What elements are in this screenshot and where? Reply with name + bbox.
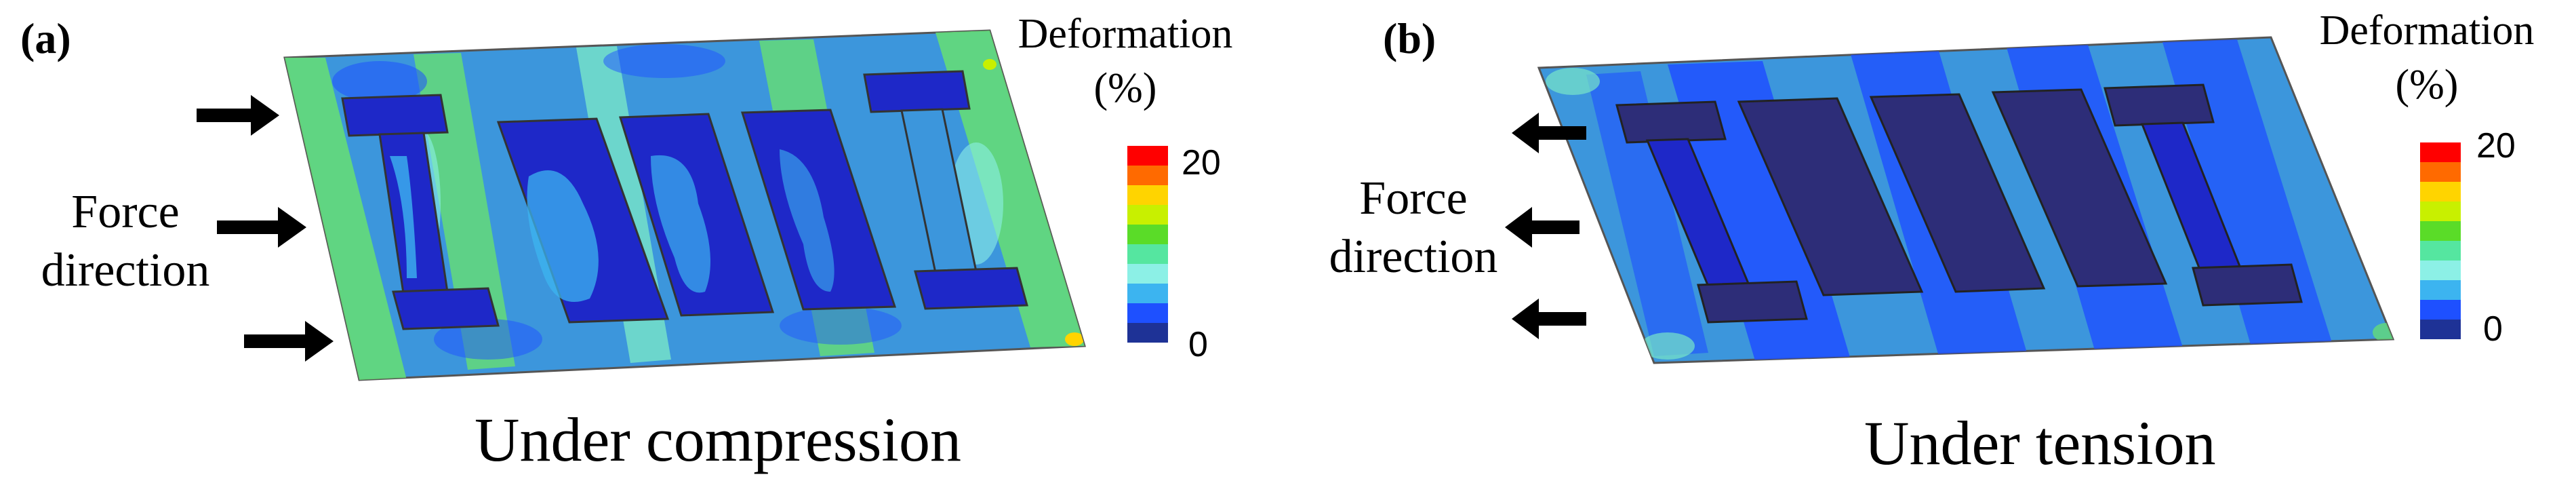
i-beam-right-bottom [914, 267, 1028, 310]
colorbar-b [2420, 142, 2461, 339]
force-arrow-3 [244, 321, 334, 362]
colorbar-segment [1127, 244, 1168, 264]
rectangle-3 [1991, 88, 2168, 288]
panel-b: (b) [1288, 0, 2576, 500]
legend-min-b: 0 [2483, 309, 2503, 349]
force-arrow-1 [1512, 113, 1586, 153]
legend-min-a: 0 [1188, 325, 1208, 364]
colorbar-segment [1127, 303, 1168, 323]
i-beam-left-bottom [1697, 280, 1808, 324]
legend-title-line1: Deformation [2319, 7, 2535, 54]
force-label-line2: direction [1329, 231, 1498, 283]
panel-a-tag: (a) [20, 14, 71, 62]
force-direction-label: Force direction [1315, 170, 1512, 286]
force-label-line1: Force [71, 186, 180, 238]
colorbar-segment [1127, 225, 1168, 244]
legend-max-b: 20 [2476, 126, 2516, 166]
rectangle-2 [1869, 93, 2046, 293]
force-label-line1: Force [1359, 172, 1468, 225]
colorbar-segment [2420, 182, 2461, 201]
colorbar-segment [1127, 146, 1168, 166]
legend-title-a: Deformation (%) [1003, 7, 1247, 115]
legend-max-a: 20 [1182, 143, 1221, 182]
colorbar-segment [2420, 300, 2461, 320]
colorbar-segment [1127, 264, 1168, 284]
colorbar-segment [1127, 205, 1168, 225]
force-arrow-1 [197, 95, 279, 136]
colorbar-segment [2420, 221, 2461, 241]
caption-a: Under compression [475, 405, 961, 474]
force-direction-label: Force direction [27, 183, 224, 300]
colorbar-segment [2420, 241, 2461, 261]
colorbar-segment [2420, 280, 2461, 300]
colorbar-segment [1127, 166, 1168, 185]
colorbar-a [1127, 146, 1168, 343]
i-beam-right-bottom [2192, 263, 2303, 307]
i-beam-left-bottom [392, 287, 500, 330]
colorbar-segment [2420, 261, 2461, 280]
colorbar-segment [2420, 320, 2461, 339]
tension-model [1505, 36, 2395, 364]
force-arrow-2 [217, 207, 306, 248]
legend-title-line2: (%) [1093, 65, 1157, 111]
panel-b-tag: (b) [1383, 14, 1436, 62]
force-arrow-3 [1512, 299, 1586, 339]
compression-model [197, 29, 1086, 381]
legend-title-line1: Deformation [1018, 11, 1233, 57]
i-beam-left-top [341, 94, 449, 137]
colorbar-segment [2420, 162, 2461, 182]
i-beam-right-top [2104, 83, 2215, 127]
colorbar-segment [1127, 284, 1168, 303]
colorbar-segment [1127, 323, 1168, 343]
rectangle-1 [1737, 97, 1924, 296]
colorbar-segment [1127, 185, 1168, 205]
legend-title-b: Deformation (%) [2305, 3, 2549, 112]
colorbar-segment [2420, 201, 2461, 221]
i-beam-right-top [863, 70, 971, 113]
force-arrow-2 [1505, 207, 1579, 248]
legend-title-line2: (%) [2395, 62, 2459, 108]
caption-b: Under tension [1864, 408, 2216, 478]
panel-a: (a) [20, 7, 1247, 474]
force-label-line2: direction [41, 244, 210, 296]
i-beam-left-top [1615, 100, 1727, 144]
colorbar-segment [2420, 142, 2461, 162]
